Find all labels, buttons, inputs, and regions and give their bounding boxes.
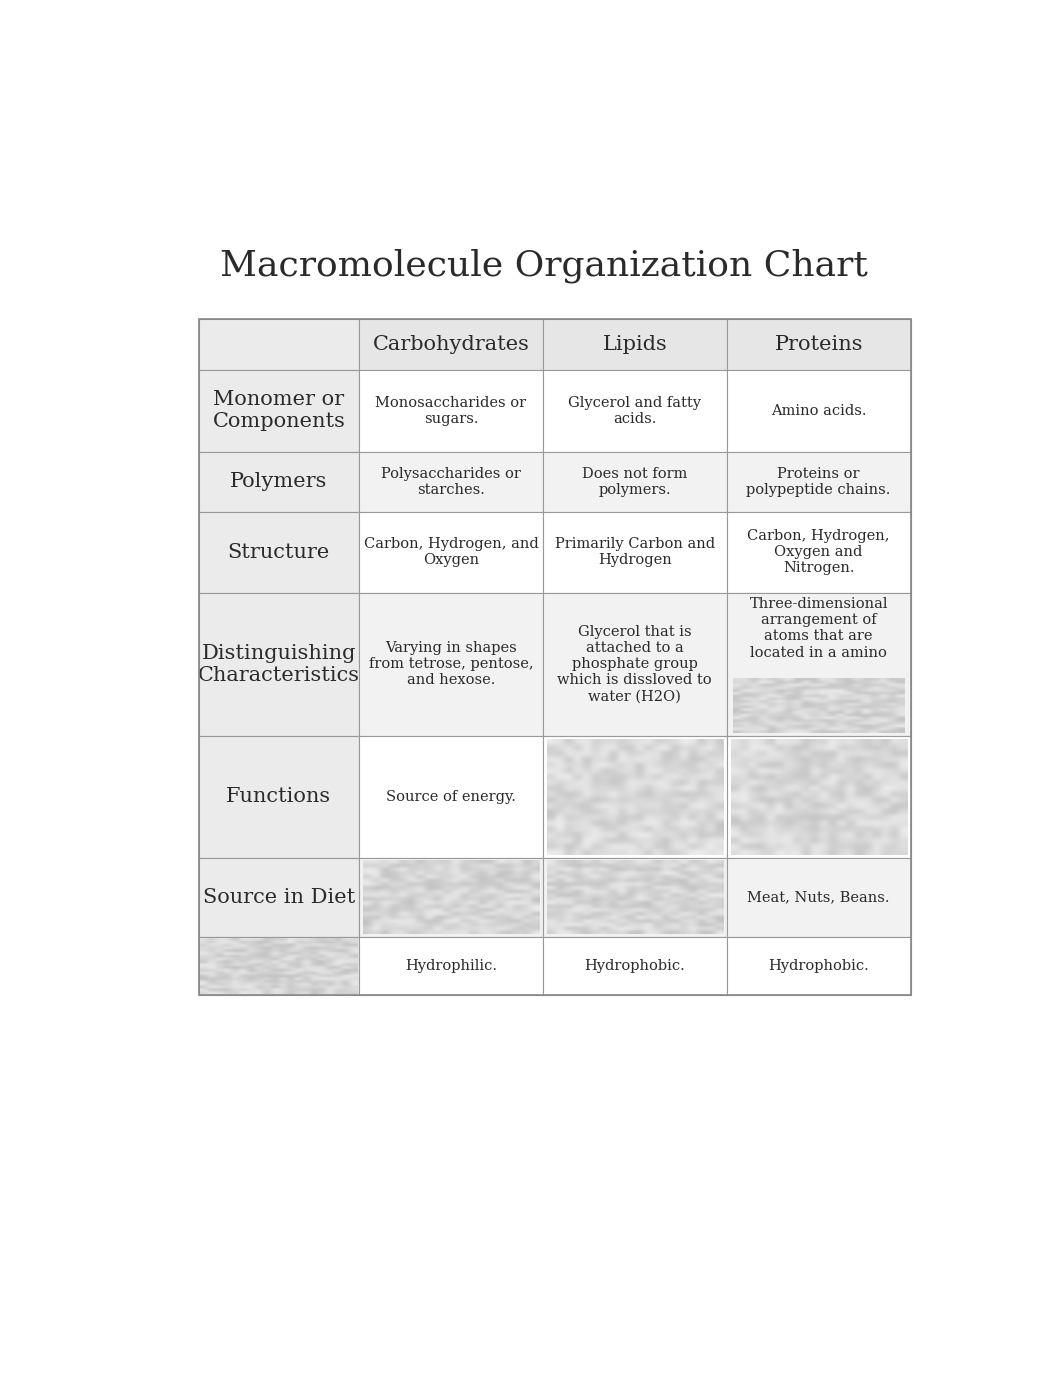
Text: Monosaccharides or
sugars.: Monosaccharides or sugars. [376,395,527,425]
Bar [726,319,910,370]
Text: Source of energy.: Source of energy. [387,789,516,804]
Bar [726,592,910,735]
Bar [726,512,910,592]
Bar [199,319,910,996]
Bar [726,370,910,452]
Bar [726,452,910,512]
Text: Structure: Structure [227,543,330,562]
Bar [199,370,359,452]
Bar [199,858,359,938]
Text: Macromolecule Organization Chart: Macromolecule Organization Chart [220,249,869,284]
Text: Glycerol and fatty
acids.: Glycerol and fatty acids. [568,395,701,425]
Text: Functions: Functions [226,788,331,806]
Bar [359,512,543,592]
Bar [359,370,543,452]
Bar [199,592,359,735]
Text: Proteins or
polypeptide chains.: Proteins or polypeptide chains. [747,467,891,497]
Text: Amino acids.: Amino acids. [771,403,867,417]
Bar [543,512,726,592]
Text: Distinguishing
Characteristics: Distinguishing Characteristics [198,643,360,684]
Bar [543,858,726,938]
Bar [359,319,543,370]
Text: Carbon, Hydrogen, and
Oxygen: Carbon, Hydrogen, and Oxygen [363,537,538,567]
Text: Monomer or
Components: Monomer or Components [212,390,345,431]
Bar [543,938,726,996]
Bar [726,938,910,996]
Bar [543,319,726,370]
Text: Three-dimensional
arrangement of
atoms that are
located in a amino: Three-dimensional arrangement of atoms t… [750,598,888,660]
Bar [359,858,543,938]
Bar [543,592,726,735]
Text: Source in Diet: Source in Diet [203,888,355,907]
Bar [726,858,910,938]
Bar [199,512,359,592]
Bar [199,319,359,370]
Text: Hydrophobic.: Hydrophobic. [768,960,869,974]
Bar [543,452,726,512]
Bar [199,452,359,512]
Text: Hydrophobic.: Hydrophobic. [584,960,685,974]
Bar [543,735,726,858]
Bar [359,452,543,512]
Bar [359,592,543,735]
Bar [199,735,359,858]
Text: Meat, Nuts, Beans.: Meat, Nuts, Beans. [748,891,890,905]
Text: Carbon, Hydrogen,
Oxygen and
Nitrogen.: Carbon, Hydrogen, Oxygen and Nitrogen. [748,529,890,576]
Bar [359,938,543,996]
Text: Varying in shapes
from tetrose, pentose,
and hexose.: Varying in shapes from tetrose, pentose,… [369,640,533,687]
Text: Proteins: Proteins [774,335,863,354]
Text: Does not form
polymers.: Does not form polymers. [582,467,687,497]
Bar [359,735,543,858]
Bar [726,735,910,858]
Text: Glycerol that is
attached to a
phosphate group
which is dissloved to
water (H2O): Glycerol that is attached to a phosphate… [558,625,713,704]
Text: Polysaccharides or
starches.: Polysaccharides or starches. [381,467,521,497]
Text: Primarily Carbon and
Hydrogen: Primarily Carbon and Hydrogen [554,537,715,567]
Bar [543,370,726,452]
Text: Hydrophilic.: Hydrophilic. [405,960,497,974]
Text: Lipids: Lipids [602,335,667,354]
Text: Carbohydrates: Carbohydrates [373,335,530,354]
Bar [199,938,359,996]
Text: Polymers: Polymers [230,472,327,492]
